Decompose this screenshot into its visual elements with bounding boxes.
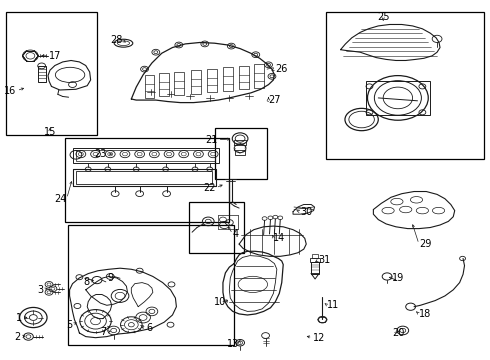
- Text: 5: 5: [66, 320, 73, 330]
- Text: 8: 8: [83, 276, 89, 287]
- Bar: [189, 202, 244, 253]
- Text: 17: 17: [49, 51, 61, 61]
- Text: 22: 22: [203, 183, 216, 193]
- Bar: [215, 128, 267, 179]
- Bar: [326, 12, 484, 159]
- Text: 6: 6: [146, 323, 152, 333]
- Bar: [65, 138, 229, 222]
- Text: 3: 3: [37, 285, 43, 295]
- Text: 29: 29: [419, 239, 431, 249]
- Text: 24: 24: [54, 194, 67, 204]
- Bar: [6, 12, 97, 135]
- Bar: [234, 140, 246, 145]
- Text: 16: 16: [4, 86, 17, 96]
- Bar: [38, 66, 46, 82]
- Text: 15: 15: [44, 127, 56, 138]
- Text: 30: 30: [300, 207, 312, 217]
- Bar: [235, 150, 245, 155]
- Text: 4: 4: [233, 229, 239, 239]
- Text: 21: 21: [205, 135, 218, 145]
- Text: 25: 25: [377, 12, 390, 22]
- Bar: [73, 148, 219, 163]
- Text: 7: 7: [100, 327, 107, 337]
- Bar: [76, 150, 215, 161]
- Text: 26: 26: [275, 64, 288, 74]
- Text: 9: 9: [108, 273, 114, 283]
- Bar: [145, 75, 154, 98]
- Bar: [311, 262, 319, 274]
- Text: 1: 1: [17, 312, 23, 323]
- Bar: [239, 66, 249, 89]
- Bar: [159, 73, 169, 96]
- Text: 28: 28: [110, 35, 122, 45]
- Text: 2: 2: [14, 332, 21, 342]
- Bar: [68, 225, 234, 345]
- Bar: [76, 171, 212, 184]
- Text: 20: 20: [392, 328, 404, 338]
- Text: 23: 23: [95, 149, 107, 159]
- Text: 11: 11: [327, 300, 340, 310]
- Bar: [207, 69, 217, 92]
- Bar: [366, 81, 430, 115]
- Bar: [223, 67, 233, 91]
- Bar: [254, 64, 264, 88]
- Text: 27: 27: [269, 95, 281, 105]
- Text: 18: 18: [419, 309, 431, 319]
- Bar: [310, 258, 320, 262]
- Text: 31: 31: [318, 255, 331, 265]
- Text: 13: 13: [227, 339, 239, 349]
- Bar: [312, 254, 318, 258]
- Text: 10: 10: [214, 297, 226, 307]
- Bar: [174, 72, 184, 95]
- Bar: [191, 70, 201, 94]
- Text: 19: 19: [392, 273, 404, 283]
- Text: 14: 14: [273, 233, 286, 243]
- Text: 12: 12: [313, 333, 325, 343]
